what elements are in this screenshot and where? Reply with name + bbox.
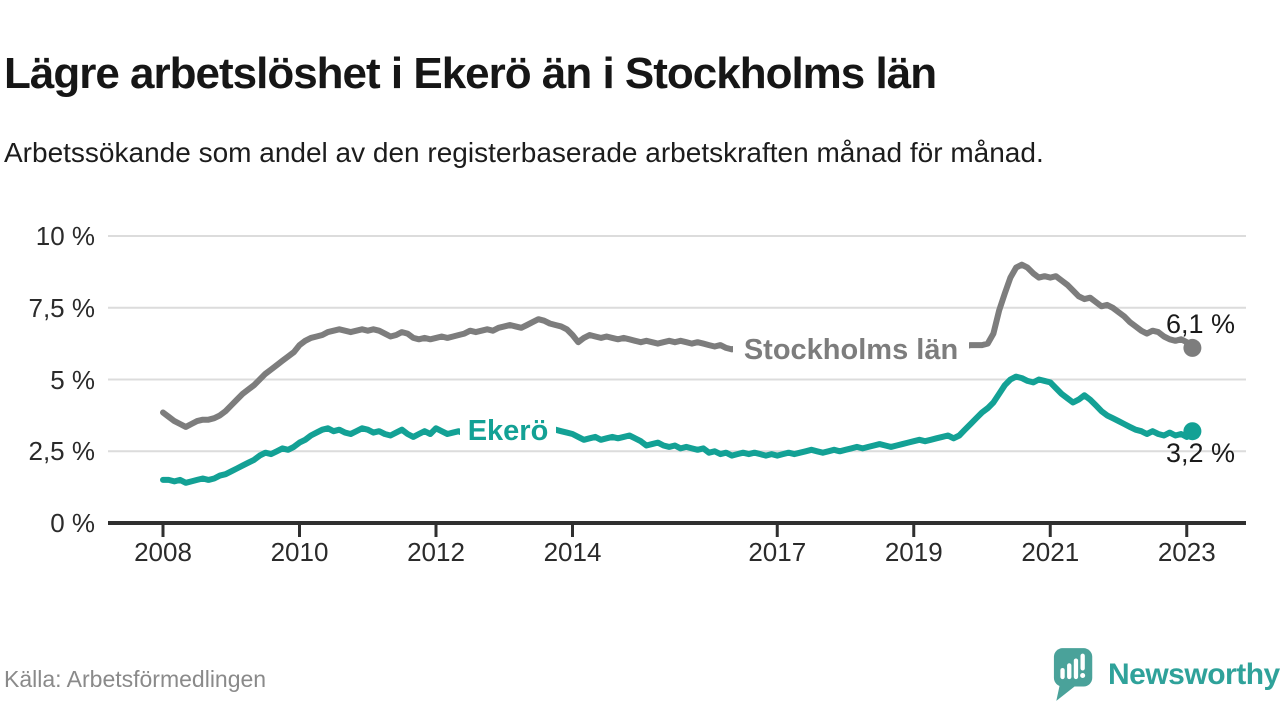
end-value-label-ekero: 3,2 % — [1165, 438, 1235, 468]
newsworthy-logo-icon — [1053, 648, 1093, 701]
y-tick-label: 2,5 % — [28, 436, 96, 467]
line-series — [160, 261, 1196, 430]
series-label-ekero: Ekerö — [460, 414, 556, 448]
x-tick-label: 2017 — [748, 537, 807, 567]
x-tick-label: 2012 — [407, 537, 465, 567]
x-tick-label: 2014 — [543, 537, 602, 567]
x-tick-label: 2010 — [270, 537, 329, 567]
page-title: Lägre arbetslöshet i Ekerö än i Stockhol… — [4, 49, 937, 99]
end-value-label-stockholms-lan: 6,1 % — [1165, 309, 1235, 339]
source-note: Källa: Arbetsförmedlingen — [4, 666, 267, 692]
newsworthy-logo-text: Newsworthy — [1108, 658, 1280, 691]
series-end-dot — [1183, 338, 1202, 357]
line-series — [160, 373, 1196, 486]
series-label-stockholms-lan: Stockholms län — [733, 333, 969, 367]
x-tick-label: 2023 — [1157, 537, 1216, 567]
x-tick-label: 2008 — [134, 537, 192, 567]
y-tick-label: 0 % — [50, 508, 95, 538]
x-tick-label: 2019 — [884, 537, 943, 567]
series-end-dot — [1183, 422, 1202, 441]
chart-subtitle: Arbetssökande som andel av den registerb… — [4, 137, 1044, 168]
x-tick-label: 2021 — [1021, 537, 1080, 567]
y-tick-label: 5 % — [50, 364, 95, 395]
y-tick-label: 7,5 % — [28, 292, 96, 323]
y-tick-label: 10 % — [35, 221, 95, 251]
newsworthy-logo: Newsworthy — [1052, 646, 1280, 704]
